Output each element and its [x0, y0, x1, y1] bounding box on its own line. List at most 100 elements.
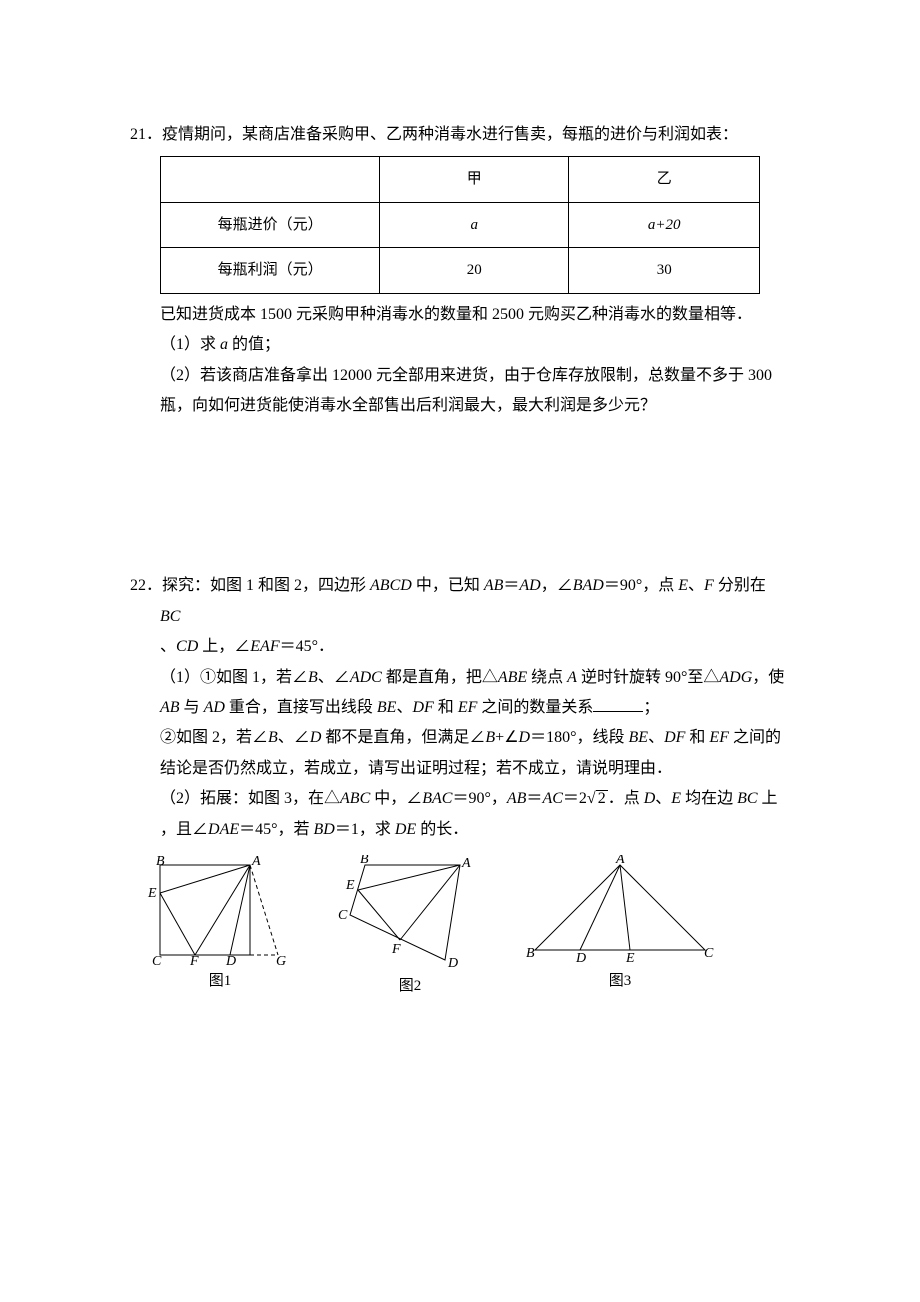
p22-q2a: ②如图 2，若∠B、∠D 都不是直角，但满足∠B+∠D＝180°，线段 BE、D…: [130, 723, 790, 753]
p21-intro-text: 疫情期问，某商店准备采购甲、乙两种消毒水进行售卖，每瓶的进价与利润如表：: [162, 126, 738, 143]
p22-q1b: AB 与 AD 重合，直接写出线段 BE、DF 和 EF 之间的数量关系；: [130, 693, 790, 723]
lbl: DAE: [208, 821, 239, 838]
lbl: D: [310, 729, 322, 746]
lbl: AB: [160, 699, 180, 716]
svg-text:A: A: [615, 855, 625, 867]
lbl: ABC: [340, 790, 370, 807]
t: 中，∠: [370, 790, 422, 807]
t: 上，∠: [198, 638, 250, 655]
svg-text:F: F: [391, 942, 401, 957]
svg-text:E: E: [625, 951, 635, 965]
t: 、∠: [278, 729, 310, 746]
fig2-caption: 图2: [399, 972, 422, 1001]
lbl: EAF: [250, 638, 279, 655]
problem-21: 21．疫情期问，某商店准备采购甲、乙两种消毒水进行售卖，每瓶的进价与利润如表： …: [130, 120, 790, 421]
table-row: 每瓶利润（元） 20 30: [161, 248, 760, 294]
t: 绕点: [527, 669, 567, 686]
svg-text:B: B: [156, 855, 165, 869]
t: 、: [396, 699, 412, 716]
p22-num: 22．: [130, 577, 162, 594]
t: 与: [180, 699, 204, 716]
lbl: A: [567, 669, 577, 686]
figures-row: B A E C F D G 图1: [140, 855, 790, 1001]
var-a20: a+20: [648, 217, 681, 233]
p22-line1: 22．探究：如图 1 和图 2，四边形 ABCD 中，已知 AB＝AD，∠BAD…: [130, 571, 790, 632]
var-a20-text: a+20: [648, 217, 681, 233]
svg-text:D: D: [225, 954, 236, 965]
figure-2: B A E C F D 图2: [330, 855, 490, 1001]
svg-text:A: A: [251, 855, 261, 869]
t: ＝: [526, 790, 542, 807]
figure-3: A B D E C 图3: [520, 855, 720, 1001]
lbl: AC: [542, 790, 562, 807]
lbl: F: [704, 577, 714, 594]
lbl: BAD: [573, 577, 604, 594]
svg-text:C: C: [152, 954, 162, 965]
p21-table: 甲 乙 每瓶进价（元） a a+20 每瓶利润（元） 20 30: [160, 156, 760, 294]
lbl: DE: [395, 821, 416, 838]
svg-text:D: D: [575, 951, 586, 965]
t: 都是直角，把△: [382, 669, 498, 686]
svg-text:D: D: [447, 956, 458, 970]
t: 逆时针旋转 90°至△: [577, 669, 719, 686]
fig1-svg: B A E C F D G: [140, 855, 300, 965]
p22-line2: 、CD 上，∠EAF＝45°．: [130, 632, 790, 662]
t: ＝2: [563, 790, 587, 807]
lbl: B: [308, 669, 318, 686]
svg-text:G: G: [276, 954, 286, 965]
svg-text:E: E: [147, 886, 157, 901]
t: 均在边: [681, 790, 737, 807]
p21-line2: 已知进货成本 1500 元采购甲种消毒水的数量和 2500 元购买乙种消毒水的数…: [130, 300, 790, 330]
svg-text:B: B: [360, 855, 369, 867]
cell-r1-b: a+20: [569, 202, 760, 248]
p21-num: 21．: [130, 126, 162, 143]
fig2-svg: B A E C F D: [330, 855, 490, 970]
lbl: EF: [709, 729, 729, 746]
lbl: AD: [204, 699, 225, 716]
svg-text:C: C: [338, 908, 348, 923]
t: 上: [758, 790, 778, 807]
t: 、: [648, 729, 664, 746]
t: 分别在: [714, 577, 766, 594]
lbl: AB: [484, 577, 504, 594]
p21-q2a: （2）若该商店准备拿出 12000 元全部用来进货，由于仓库存放限制，总数量不多…: [130, 361, 790, 391]
t: ＝90°，点: [604, 577, 678, 594]
t: 之间的数量关系: [477, 699, 593, 716]
t: ；: [643, 699, 659, 716]
lbl: BE: [377, 699, 397, 716]
svg-text:F: F: [189, 954, 199, 965]
t: 重合，直接写出线段: [225, 699, 377, 716]
answer-blank[interactable]: [593, 695, 643, 712]
lbl: EF: [458, 699, 478, 716]
t: ＝180°，线段: [530, 729, 628, 746]
fig1-caption: 图1: [209, 967, 232, 996]
t: ，使: [752, 669, 784, 686]
cell-blank: [161, 157, 380, 203]
lbl: E: [671, 790, 681, 807]
cell-r1-a: a: [380, 202, 569, 248]
t: 都不是直角，但满足∠: [321, 729, 485, 746]
lbl: BC: [737, 790, 757, 807]
cell-r2-b: 30: [569, 248, 760, 294]
lbl: E: [678, 577, 688, 594]
cell-r1-label: 每瓶进价（元）: [161, 202, 380, 248]
problem-22: 22．探究：如图 1 和图 2，四边形 ABCD 中，已知 AB＝AD，∠BAD…: [130, 571, 790, 1000]
radicand: 2: [596, 790, 608, 807]
lbl: DF: [412, 699, 433, 716]
table-row: 每瓶进价（元） a a+20: [161, 202, 760, 248]
page: 21．疫情期问，某商店准备采购甲、乙两种消毒水进行售卖，每瓶的进价与利润如表： …: [0, 0, 920, 1101]
p22-q2b: 结论是否仍然成立，若成立，请写出证明过程；若不成立，请说明理由．: [130, 754, 790, 784]
t: 中，已知: [412, 577, 484, 594]
cell-r2-label: 每瓶利润（元）: [161, 248, 380, 294]
cell-col-a: 甲: [380, 157, 569, 203]
t: 、: [160, 638, 176, 655]
svg-text:E: E: [345, 878, 355, 893]
p21-intro: 21．疫情期问，某商店准备采购甲、乙两种消毒水进行售卖，每瓶的进价与利润如表：: [130, 120, 790, 150]
t: 、: [655, 790, 671, 807]
lbl: DF: [664, 729, 685, 746]
table-row: 甲 乙: [161, 157, 760, 203]
lbl: ADG: [719, 669, 752, 686]
lbl: BC: [160, 608, 180, 625]
lbl: ABE: [498, 669, 527, 686]
lbl: AB: [507, 790, 527, 807]
